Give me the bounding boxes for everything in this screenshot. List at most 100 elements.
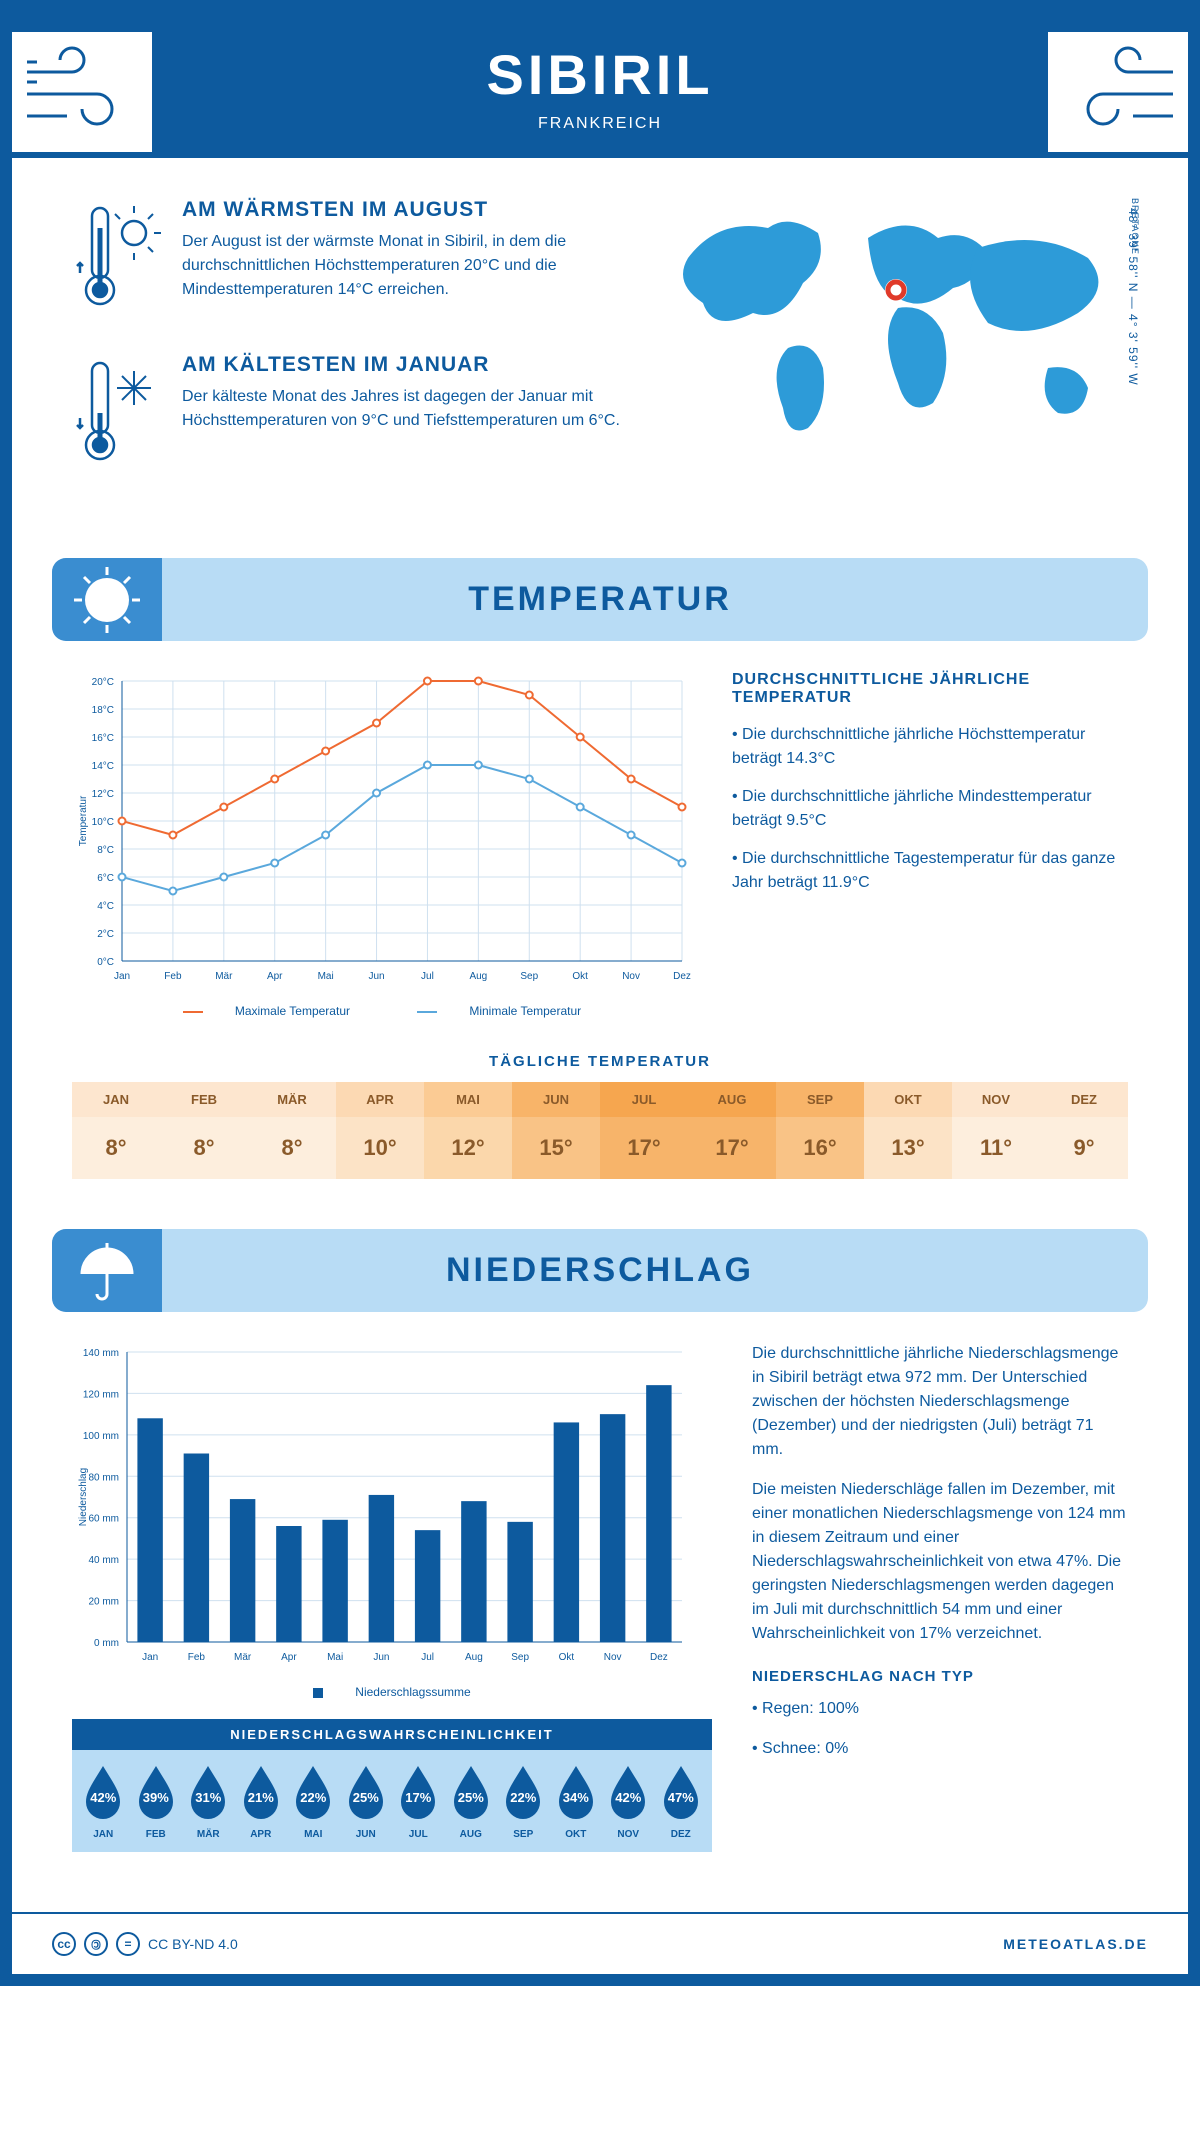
svg-text:Jun: Jun	[368, 971, 384, 982]
wind-icon	[12, 32, 152, 152]
daily-cell: MÄR8°	[248, 1082, 336, 1179]
cc-icon: cc	[52, 1932, 76, 1956]
daily-cell: DEZ9°	[1040, 1082, 1128, 1179]
temperature-line-chart: 0°C2°C4°C6°C8°C10°C12°C14°C16°C18°C20°CJ…	[72, 671, 692, 1018]
probability-drop: 25%JUN	[341, 1762, 392, 1840]
probability-drop: 34%OKT	[551, 1762, 602, 1840]
daily-cell: APR10°	[336, 1082, 424, 1179]
svg-text:Nov: Nov	[622, 971, 640, 982]
precip-type-heading: NIEDERSCHLAG NACH TYP	[752, 1666, 1128, 1689]
svg-text:2°C: 2°C	[97, 929, 114, 940]
svg-text:8°C: 8°C	[97, 845, 114, 856]
legend-max: Maximale Temperatur	[235, 1004, 350, 1018]
daily-cell: JAN8°	[72, 1082, 160, 1179]
probability-drop: 17%JUL	[393, 1762, 444, 1840]
svg-text:20 mm: 20 mm	[88, 1597, 119, 1608]
svg-text:100 mm: 100 mm	[83, 1431, 119, 1442]
daily-temp-heading: TÄGLICHE TEMPERATUR	[12, 1053, 1188, 1070]
by-icon: 🄯	[84, 1932, 108, 1956]
nd-icon: =	[116, 1932, 140, 1956]
wind-icon	[1048, 32, 1188, 152]
license: cc 🄯 = CC BY-ND 4.0	[52, 1932, 238, 1956]
probability-drop: 22%SEP	[498, 1762, 549, 1840]
precipitation-title: NIEDERSCHLAG	[52, 1251, 1148, 1290]
daily-cell: SEP16°	[776, 1082, 864, 1179]
daily-cell: AUG17°	[688, 1082, 776, 1179]
svg-text:Mai: Mai	[318, 971, 334, 982]
svg-text:Nov: Nov	[604, 1652, 622, 1663]
probability-drop: 42%NOV	[603, 1762, 654, 1840]
svg-text:Dez: Dez	[673, 971, 691, 982]
svg-text:Feb: Feb	[188, 1652, 206, 1663]
country-subtitle: FRANKREICH	[12, 115, 1188, 133]
sun-icon	[52, 558, 162, 641]
svg-text:80 mm: 80 mm	[88, 1472, 119, 1483]
svg-text:40 mm: 40 mm	[88, 1555, 119, 1566]
svg-text:Aug: Aug	[465, 1652, 483, 1663]
precip-type: • Regen: 100%	[752, 1697, 1128, 1721]
precip-para: Die durchschnittliche jährliche Niedersc…	[752, 1342, 1128, 1462]
svg-text:4°C: 4°C	[97, 901, 114, 912]
precipitation-section-header: NIEDERSCHLAG	[52, 1229, 1148, 1312]
temp-legend: Maximale Temperatur Minimale Temperatur	[72, 1004, 692, 1018]
prob-heading: NIEDERSCHLAGSWAHRSCHEINLICHKEIT	[72, 1719, 712, 1750]
svg-text:18°C: 18°C	[92, 705, 114, 716]
svg-text:60 mm: 60 mm	[88, 1514, 119, 1525]
coordinates: 48° 39' 58'' N — 4° 3' 59'' W	[1126, 208, 1140, 386]
precip-para: Die meisten Niederschläge fallen im Deze…	[752, 1478, 1128, 1646]
license-text: CC BY-ND 4.0	[148, 1936, 238, 1952]
warmest-block: AM WÄRMSTEN IM AUGUST Der August ist der…	[72, 198, 628, 323]
daily-cell: OKT13°	[864, 1082, 952, 1179]
svg-text:Temperatur: Temperatur	[78, 795, 89, 846]
warmest-heading: AM WÄRMSTEN IM AUGUST	[182, 198, 628, 222]
temperature-section-header: TEMPERATUR	[52, 558, 1148, 641]
temp-bullet: • Die durchschnittliche Tagestemperatur …	[732, 847, 1128, 895]
daily-cell: MAI12°	[424, 1082, 512, 1179]
svg-text:Jun: Jun	[373, 1652, 389, 1663]
location-title: SIBIRIL	[12, 42, 1188, 107]
daily-cell: NOV11°	[952, 1082, 1040, 1179]
temp-bullet: • Die durchschnittliche jährliche Mindes…	[732, 785, 1128, 833]
svg-text:Sep: Sep	[520, 971, 538, 982]
svg-text:Dez: Dez	[650, 1652, 668, 1663]
thermometer-sun-icon	[72, 198, 162, 323]
probability-drop: 22%MAI	[288, 1762, 339, 1840]
svg-text:0 mm: 0 mm	[94, 1638, 119, 1649]
daily-cell: JUN15°	[512, 1082, 600, 1179]
svg-text:Aug: Aug	[469, 971, 487, 982]
precipitation-probability: NIEDERSCHLAGSWAHRSCHEINLICHKEIT 42%JAN39…	[72, 1719, 712, 1852]
svg-text:Mai: Mai	[327, 1652, 343, 1663]
warmest-text: Der August ist der wärmste Monat in Sibi…	[182, 230, 628, 302]
svg-text:14°C: 14°C	[92, 761, 114, 772]
temp-info-heading: DURCHSCHNITTLICHE JÄHRLICHE TEMPERATUR	[732, 671, 1128, 707]
intro-section: AM WÄRMSTEN IM AUGUST Der August ist der…	[12, 158, 1188, 538]
svg-text:16°C: 16°C	[92, 733, 114, 744]
svg-text:Niederschlag: Niederschlag	[78, 1468, 89, 1526]
precip-type: • Schnee: 0%	[752, 1737, 1128, 1761]
legend-bar: Niederschlagssumme	[355, 1685, 470, 1699]
site-name: METEOATLAS.DE	[1003, 1936, 1148, 1952]
probability-drop: 42%JAN	[78, 1762, 129, 1840]
daily-cell: FEB8°	[160, 1082, 248, 1179]
probability-drop: 31%MÄR	[183, 1762, 234, 1840]
footer: cc 🄯 = CC BY-ND 4.0 METEOATLAS.DE	[12, 1912, 1188, 1974]
probability-drop: 39%FEB	[131, 1762, 182, 1840]
precipitation-bar-chart: 0 mm20 mm40 mm60 mm80 mm100 mm120 mm140 …	[72, 1342, 712, 1699]
umbrella-icon	[52, 1229, 162, 1312]
temperature-title: TEMPERATUR	[52, 580, 1148, 619]
legend-min: Minimale Temperatur	[469, 1004, 581, 1018]
coldest-heading: AM KÄLTESTEN IM JANUAR	[182, 353, 628, 377]
infographic-frame: SIBIRIL FRANKREICH AM WÄ	[0, 0, 1200, 1986]
svg-text:Apr: Apr	[267, 971, 283, 982]
svg-text:Sep: Sep	[511, 1652, 529, 1663]
svg-text:Jan: Jan	[142, 1652, 158, 1663]
temp-bullet: • Die durchschnittliche jährliche Höchst…	[732, 723, 1128, 771]
svg-text:Okt: Okt	[559, 1652, 575, 1663]
svg-text:Feb: Feb	[164, 971, 182, 982]
precip-legend: Niederschlagssumme	[72, 1685, 712, 1699]
svg-text:0°C: 0°C	[97, 957, 114, 968]
probability-drop: 47%DEZ	[656, 1762, 707, 1840]
svg-text:20°C: 20°C	[92, 677, 114, 688]
world-map: BRETAGNE 48° 39' 58'' N — 4° 3' 59'' W	[668, 198, 1128, 508]
svg-text:Apr: Apr	[281, 1652, 297, 1663]
